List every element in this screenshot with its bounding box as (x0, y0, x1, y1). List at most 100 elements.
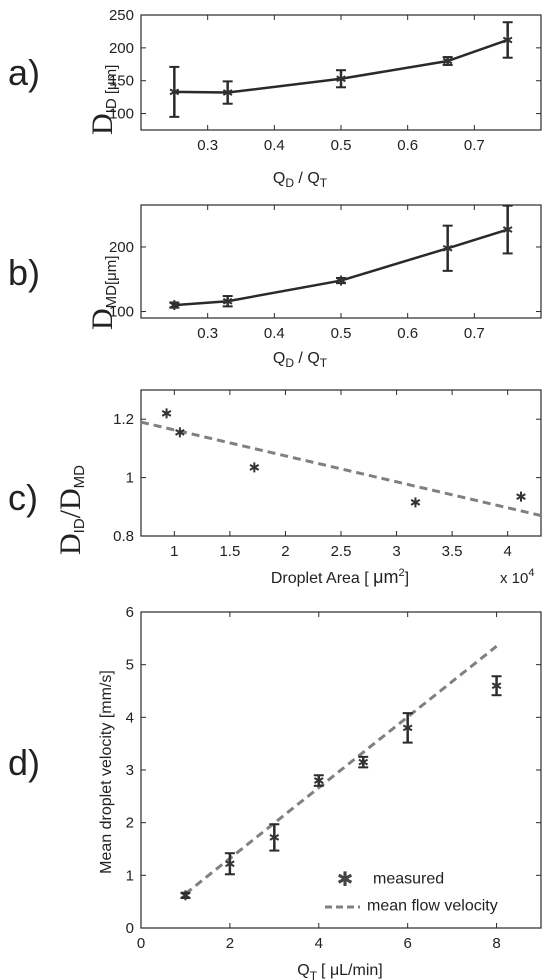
panel-b-ylabel: DMD[μm] (86, 256, 120, 330)
panel-a-xlabel-q1: Q (273, 170, 285, 187)
panel-a-data-point (442, 56, 453, 66)
panel-d-data-point (402, 722, 413, 733)
panel-a-xtick-label: 0.6 (397, 137, 418, 154)
panel-b-axes-box (140, 204, 542, 319)
panel-c-data-point (516, 491, 526, 502)
panel-c-data-point (161, 408, 172, 419)
panel-c-ylabel-d1: D (54, 533, 87, 555)
panel-c-xtick-label: 2.5 (331, 543, 352, 560)
panel-b-ylabel-main: D (86, 308, 119, 330)
panel-b-xlabel-s1: D (285, 356, 294, 370)
panel-a-data-point (502, 34, 513, 45)
panel-b-data-point (336, 275, 346, 286)
panel-c-exponent-sup: 4 (528, 567, 534, 579)
panel-c-exponent-text: x 10 (500, 570, 528, 587)
panel-b-xtick-label: 0.4 (264, 325, 285, 342)
panel-d-ylabel: Mean droplet velocity [mm/s] (98, 670, 115, 874)
legend-marker-measured-icon: ✱ (337, 869, 354, 891)
panel-c-data-point (175, 427, 185, 438)
panel-b-xtick-label: 0.5 (331, 325, 352, 342)
panel-c-ytick-label: 1.2 (113, 411, 134, 428)
panel-c-xtick-label: 3.5 (442, 543, 463, 560)
panel-d-ytick-label: 5 (126, 657, 134, 674)
panel-a-xtick-label: 0.3 (197, 137, 218, 154)
legend-label-mean-flow: mean flow velocity (367, 898, 498, 915)
panel-b-xtick-label: 0.6 (397, 325, 418, 342)
panel-d-xtick-label: 0 (137, 935, 145, 952)
panel-b-xtick-label: 0.7 (464, 325, 485, 342)
panel-c-exponent-label: x 104 (500, 567, 534, 587)
panel-d-xtick-label: 8 (492, 935, 500, 952)
panel-d-data-point (269, 832, 280, 843)
panel-d-xtick-label: 2 (226, 935, 234, 952)
panel-c-ytick-label: 0.8 (113, 528, 134, 545)
panel-c-xtick-label: 1.5 (219, 543, 240, 560)
panel-letter-d: d) (8, 742, 40, 783)
panel-a-ylabel-main: D (86, 113, 119, 135)
panel-a-ytick-label: 150 (109, 73, 134, 90)
panel-d-xtick-label: 4 (315, 935, 323, 952)
panel-a-ytick-label: 100 (109, 106, 134, 123)
panel-d-data-point (180, 890, 191, 901)
panel-a-xlabel: QD / QT (273, 170, 328, 190)
panel-d-ytick-label: 3 (126, 762, 134, 779)
panel-a-xlabel-s2: T (320, 176, 328, 190)
panel-d-fit-line (184, 645, 498, 895)
panel-d-xlabel-sub: T (310, 969, 318, 980)
panel-a-ytick-label: 200 (109, 40, 134, 57)
panel-b-xlabel-q2: Q (307, 350, 319, 367)
panel-b-xlabel-mid: / (294, 350, 307, 367)
panel-d-ytick-label: 1 (126, 867, 134, 884)
panel-letter-c: c) (8, 477, 38, 518)
panel-b-series-line (174, 228, 509, 307)
panel-a-ylabel-sub: ID [μm] (103, 65, 120, 114)
panel-d-xtick-label: 6 (403, 935, 411, 952)
panel-b-xlabel-s2: T (320, 356, 328, 370)
panel-a-xtick-label: 0.7 (464, 137, 485, 154)
panel-a-data-point (222, 87, 233, 98)
panel-d-ytick-label: 0 (126, 920, 134, 937)
panel-b-data-point (169, 300, 180, 311)
panel-c-xtick-label: 3 (392, 543, 400, 560)
panel-c-ylabel-d2: D (54, 488, 87, 510)
panel-b-xlabel-q1: Q (273, 350, 285, 367)
panel-c-xlabel-sup: 2 (399, 567, 405, 579)
panel-c-xtick-label: 4 (503, 543, 511, 560)
panel-a-data-point (336, 73, 346, 84)
panel-d-data-point (313, 775, 324, 786)
legend-box (330, 855, 537, 925)
panel-c-axes-box (140, 389, 542, 537)
panel-b-xlabel: QD / QT (273, 350, 328, 370)
panel-c-xlabel-end: ] (405, 570, 409, 587)
panel-c-xlabel-text: Droplet Area [ (271, 570, 373, 587)
panel-c-fit-line (140, 420, 542, 518)
panel-letter-b: b) (8, 252, 40, 293)
panel-a-xlabel-q2: Q (307, 170, 319, 187)
panel-a-xtick-label: 0.5 (331, 137, 352, 154)
panel-d-xlabel-q: Q (297, 962, 309, 979)
panel-b-ylabel-sub: MD[μm] (103, 256, 120, 309)
panel-c-xlabel: Droplet Area [ μm2] (271, 567, 409, 587)
panel-d-data-point (358, 757, 369, 768)
panel-d-ytick-label: 6 (126, 604, 134, 621)
panel-d-data-point (491, 680, 502, 691)
panel-c-data-point (249, 462, 260, 473)
panel-c-data-point (410, 497, 421, 508)
panel-c-xtick-label: 1 (170, 543, 178, 560)
panel-a-xlabel-mid: / (294, 170, 307, 187)
panel-d-xlabel: QT[ μL/min] (297, 962, 382, 980)
panel-c-xlabel-mu: μm (373, 567, 398, 587)
panel-d-xlabel-rest: [ μL/min] (321, 962, 383, 979)
panel-c-ytick-label: 1 (126, 470, 134, 487)
legend-label-measured: measured (373, 871, 444, 888)
panel-d-ytick-label: 2 (126, 815, 134, 832)
panel-b-data-point (222, 296, 233, 307)
panel-c-ylabel-s2: MD (71, 465, 88, 488)
panel-letter-a: a) (8, 52, 40, 93)
panel-d-data-point (225, 858, 235, 869)
panel-b-ytick-label: 100 (109, 304, 134, 321)
panel-b-ytick-label: 200 (109, 239, 134, 256)
panel-c-ylabel-s1: ID (71, 518, 88, 533)
panel-a-ylabel: DID [μm] (86, 65, 120, 135)
